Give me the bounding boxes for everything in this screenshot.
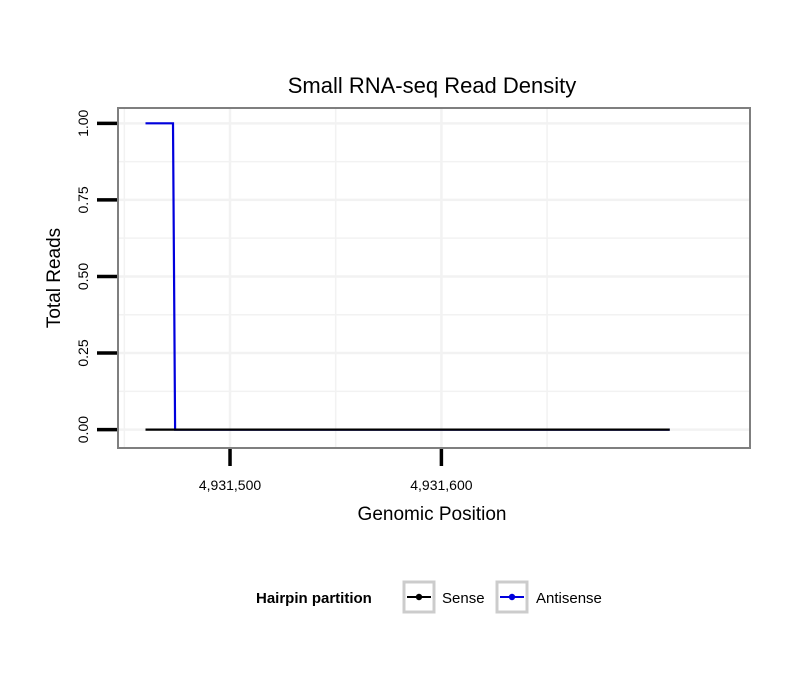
x-tick-label-0: 4,931,500: [199, 477, 261, 493]
plot-border: [117, 107, 751, 449]
legend-label-antisense: Antisense: [536, 590, 602, 607]
y-tick-label-3: 0.75: [75, 186, 91, 213]
x-tick-label-1: 4,931,600: [410, 477, 472, 493]
plot-panel: [118, 108, 750, 448]
chart-title: Small RNA-seq Read Density: [288, 73, 577, 98]
x-axis-title: Genomic Position: [358, 504, 507, 525]
x-axis: 4,931,500 4,931,600: [199, 449, 473, 493]
series-layer: [145, 122, 670, 431]
y-tick-label-4: 1.00: [75, 109, 91, 136]
legend-point-sense: [415, 593, 423, 601]
y-tick-label-0: 0.00: [75, 416, 91, 443]
y-tick-label-2: 0.50: [75, 263, 91, 290]
y-axis-title: Total Reads: [44, 228, 65, 328]
legend-title: Hairpin partition: [256, 590, 372, 607]
y-tick-label-1: 0.25: [75, 339, 91, 366]
legend-point-antisense: [508, 593, 516, 601]
legend: Hairpin partition Sense Antisense: [256, 580, 602, 614]
y-axis: 0.00 0.25 0.50 0.75 1.00: [75, 109, 117, 443]
legend-label-sense: Sense: [442, 590, 485, 607]
